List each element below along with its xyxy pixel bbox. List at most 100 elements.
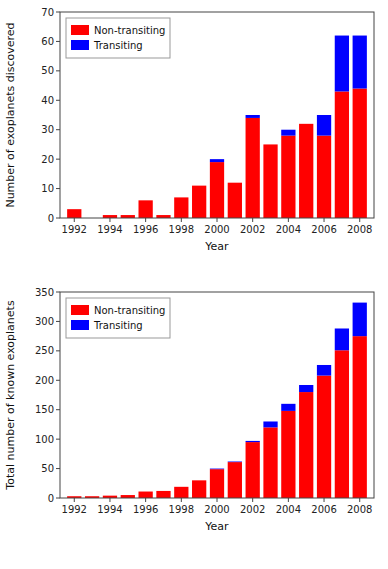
bar	[228, 461, 242, 463]
y-tick-label: 200	[35, 375, 54, 386]
y-tick	[56, 350, 60, 351]
bar	[353, 303, 367, 337]
bar	[353, 89, 367, 218]
bar	[103, 495, 117, 496]
y-tick-label: 70	[41, 7, 54, 18]
y-axis-label: Number of exoplanets discovered	[4, 22, 17, 207]
y-tick-label: 10	[41, 183, 54, 194]
x-tick	[324, 218, 325, 222]
bar	[139, 491, 153, 492]
x-tick-label: 2002	[240, 504, 265, 515]
y-tick-label: 150	[35, 404, 54, 415]
bar	[281, 404, 295, 411]
bar	[139, 200, 153, 218]
bar	[335, 350, 349, 498]
y-tick-label: 40	[41, 95, 54, 106]
panel: 1992199419961998200020022004200620080102…	[4, 7, 374, 254]
bar	[299, 124, 313, 218]
bar	[353, 336, 367, 498]
x-tick-label: 2004	[276, 504, 301, 515]
y-tick-label: 100	[35, 434, 54, 445]
x-tick-label: 1996	[133, 224, 158, 235]
panel: 1992199419961998200020022004200620080501…	[4, 287, 374, 534]
bar	[299, 392, 313, 498]
y-axis-label: Total number of known exoplanets	[4, 300, 17, 491]
x-tick-label: 1996	[133, 504, 158, 515]
y-tick-label: 50	[41, 463, 54, 474]
bar	[317, 376, 331, 498]
bar	[192, 480, 206, 498]
bar	[121, 215, 135, 216]
x-tick-label: 1998	[169, 224, 194, 235]
bar	[246, 115, 260, 118]
bar	[281, 136, 295, 218]
y-tick	[56, 321, 60, 322]
x-tick	[252, 498, 253, 502]
bar	[228, 462, 242, 498]
x-axis-label: Year	[204, 240, 229, 253]
bar	[103, 215, 117, 216]
bar	[335, 36, 349, 92]
bar	[210, 162, 224, 218]
bar	[174, 486, 188, 487]
bar	[174, 197, 188, 198]
bar	[121, 495, 135, 496]
bar	[281, 411, 295, 498]
x-tick	[145, 218, 146, 222]
x-tick-label: 1994	[97, 224, 122, 235]
bar	[139, 200, 153, 201]
legend: Non-transitingTransiting	[66, 298, 170, 338]
y-tick-label: 20	[41, 154, 54, 165]
legend-swatch	[71, 25, 89, 35]
bar	[174, 197, 188, 218]
bar	[317, 136, 331, 218]
y-tick	[56, 100, 60, 101]
x-tick-label: 1998	[169, 504, 194, 515]
plot-frame	[60, 292, 374, 498]
x-tick	[217, 218, 218, 222]
bar	[299, 385, 313, 392]
legend-swatch	[71, 305, 89, 315]
legend-box	[66, 18, 170, 58]
y-tick-label: 250	[35, 345, 54, 356]
x-tick-label: 1994	[97, 504, 122, 515]
bar	[317, 365, 331, 376]
bar	[263, 427, 277, 498]
x-tick-label: 2008	[347, 504, 372, 515]
bar	[156, 491, 170, 498]
bar	[246, 441, 260, 442]
bar	[228, 182, 242, 183]
x-tick	[74, 218, 75, 222]
x-tick	[74, 498, 75, 502]
x-axis-label: Year	[204, 520, 229, 533]
y-tick	[56, 498, 60, 499]
bar	[263, 144, 277, 218]
x-tick	[288, 218, 289, 222]
bar	[317, 115, 331, 136]
y-tick	[56, 188, 60, 189]
y-tick	[56, 292, 60, 293]
y-tick	[56, 409, 60, 410]
x-tick-label: 2006	[311, 224, 336, 235]
legend-label: Non-transiting	[94, 305, 165, 316]
figure: 1992199419961998200020022004200620080102…	[0, 0, 388, 569]
x-tick	[109, 498, 110, 502]
legend-label: Non-transiting	[94, 25, 165, 36]
x-tick	[324, 498, 325, 502]
y-tick	[56, 12, 60, 13]
y-tick	[56, 380, 60, 381]
bar	[85, 496, 99, 497]
legend-swatch	[71, 40, 89, 50]
bar	[263, 144, 277, 145]
bar	[246, 442, 260, 498]
x-tick-label: 2006	[311, 504, 336, 515]
y-tick-label: 0	[48, 213, 54, 224]
y-tick-label: 30	[41, 124, 54, 135]
x-tick	[145, 498, 146, 502]
bar	[335, 91, 349, 218]
x-tick	[359, 498, 360, 502]
x-tick-label: 2008	[347, 224, 372, 235]
bar	[210, 468, 224, 470]
bar	[228, 183, 242, 218]
bar	[174, 487, 188, 498]
